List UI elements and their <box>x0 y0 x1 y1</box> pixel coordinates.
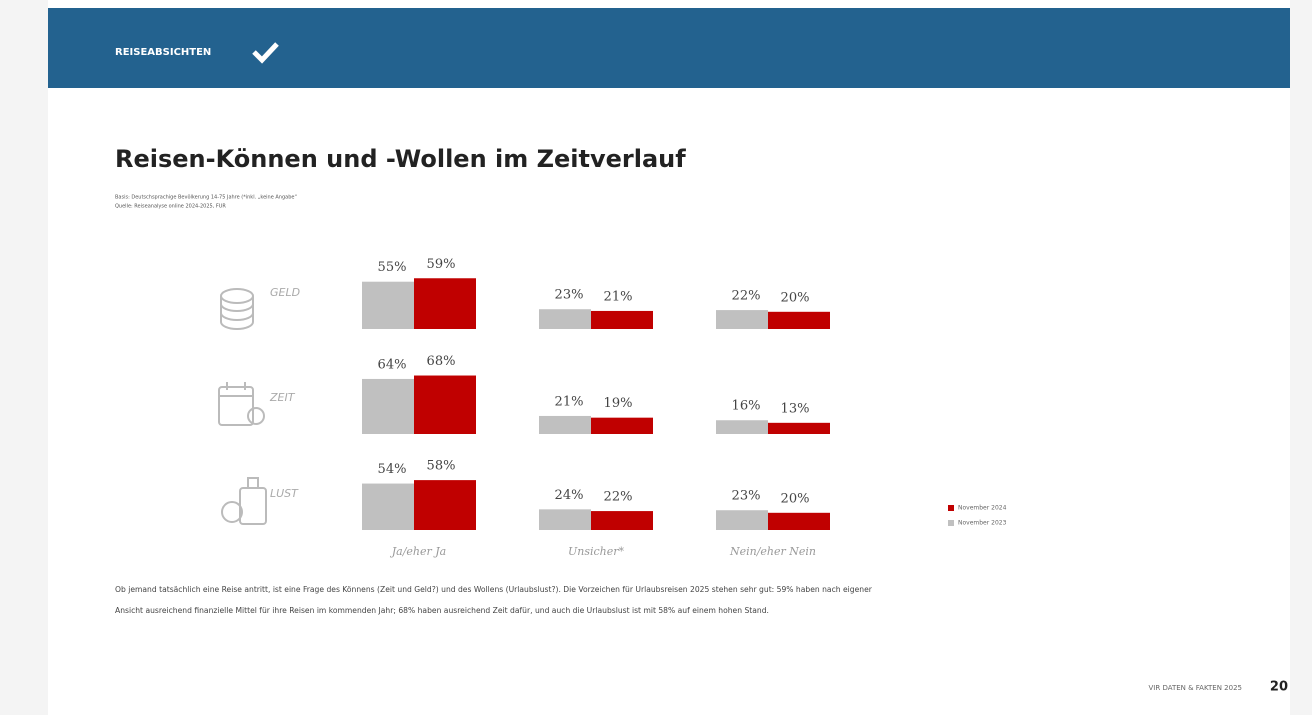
bar <box>716 510 768 530</box>
category-label: Ja/eher Ja <box>390 545 447 558</box>
value-label: 58% <box>427 459 456 474</box>
bar <box>539 509 591 530</box>
value-label: 22% <box>604 490 633 505</box>
value-label: 23% <box>732 489 761 504</box>
value-label: 19% <box>604 396 633 411</box>
row-label: ZEIT <box>269 391 296 404</box>
bar <box>362 281 414 329</box>
bar <box>362 378 414 434</box>
value-label: 21% <box>604 289 633 304</box>
bar <box>414 375 476 434</box>
bar <box>768 311 830 329</box>
value-label: 22% <box>732 289 761 304</box>
value-label: 13% <box>781 401 810 416</box>
bar <box>768 422 830 434</box>
value-label: 20% <box>781 290 810 305</box>
body-text: Ansicht ausreichend finanzielle Mittel f… <box>115 606 769 615</box>
bar <box>362 483 414 530</box>
value-label: 55% <box>378 260 407 275</box>
legend-swatch <box>948 505 954 511</box>
row-label: GELD <box>270 286 300 299</box>
value-label: 68% <box>427 354 456 369</box>
legend-label: November 2023 <box>958 520 1007 527</box>
value-label: 59% <box>427 257 456 272</box>
legend-label: November 2024 <box>958 505 1007 512</box>
bar <box>591 417 653 434</box>
note: Basis: Deutschsprachige Bevölkerung 14-7… <box>115 195 297 201</box>
page-number: 20 <box>1270 680 1288 695</box>
check-icon <box>252 42 279 64</box>
value-label: 24% <box>555 488 584 503</box>
bar <box>716 420 768 434</box>
value-label: 54% <box>378 462 407 477</box>
bar <box>591 310 653 329</box>
value-label: 23% <box>555 288 584 303</box>
margin <box>1290 0 1312 715</box>
footer-text: VIR DATEN & FAKTEN 2025 <box>1149 684 1243 692</box>
value-label: 16% <box>732 399 761 414</box>
value-label: 21% <box>555 394 584 409</box>
header-title: REISEABSICHTEN <box>115 47 211 58</box>
category-label: Unsicher* <box>568 545 625 558</box>
legend-swatch <box>948 520 954 526</box>
icons <box>218 288 267 525</box>
value-label: 64% <box>378 357 407 372</box>
row-label: LUST <box>270 487 299 500</box>
body-text: Ob jemand tatsächlich eine Reise antritt… <box>115 585 873 594</box>
bar <box>539 309 591 329</box>
bar <box>539 415 591 434</box>
bar <box>716 310 768 329</box>
bar <box>768 512 830 530</box>
note: Quelle: Reiseanalyse online 2024-2025, F… <box>115 204 226 210</box>
bar <box>414 278 476 329</box>
margin <box>0 0 48 715</box>
bar <box>414 480 476 530</box>
value-label: 20% <box>781 491 810 506</box>
bar <box>591 511 653 530</box>
header-band <box>48 8 1290 88</box>
category-label: Nein/eher Nein <box>729 545 816 558</box>
title: Reisen-Können und -Wollen im Zeitverlauf <box>115 145 686 173</box>
